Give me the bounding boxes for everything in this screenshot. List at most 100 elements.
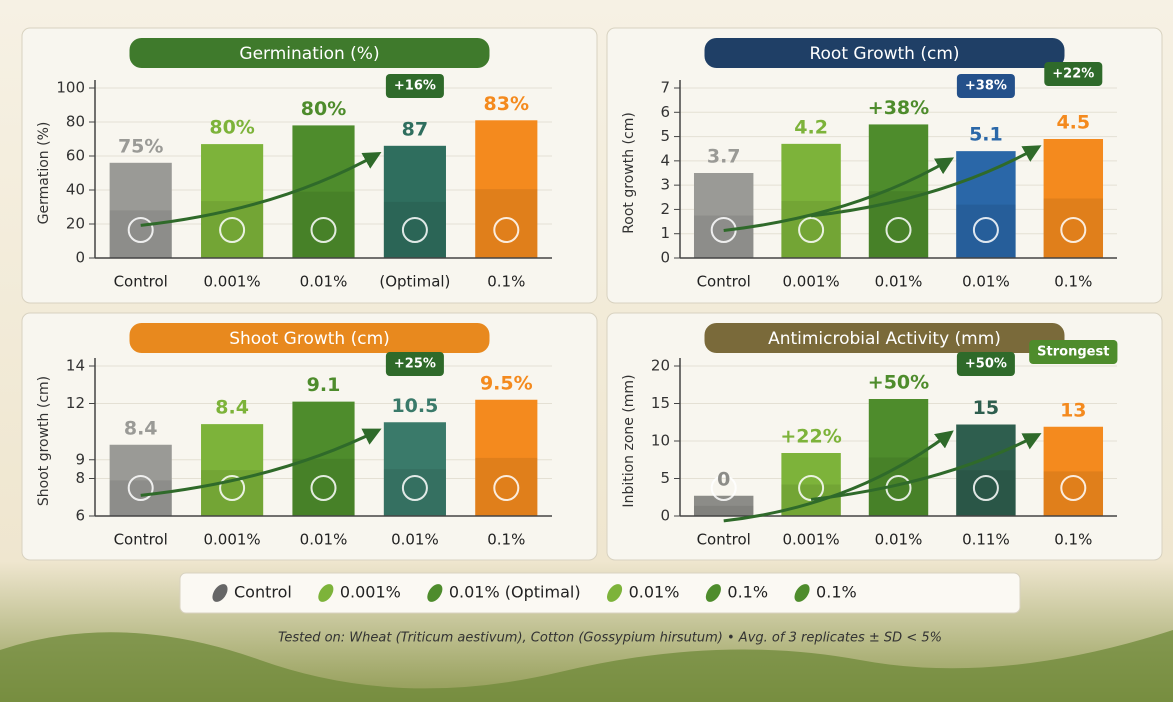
y-tick-label: 1	[660, 224, 670, 242]
bar-shade	[201, 470, 264, 516]
bar-icon	[972, 475, 999, 501]
badge	[1044, 62, 1103, 86]
legend-label: 0.1%	[727, 583, 768, 602]
title-pill	[129, 323, 490, 353]
bar	[292, 125, 355, 259]
x-tick-label: 0.1%	[1054, 273, 1092, 291]
x-tick-label: Control	[114, 273, 168, 291]
y-tick-label: 0	[660, 249, 670, 267]
legend-icon	[705, 584, 721, 602]
bar	[475, 399, 538, 516]
bar-annotation: 10.5	[391, 395, 438, 417]
bar	[693, 173, 754, 258]
badge-text: +38%	[965, 79, 1007, 94]
y-tick-label: 0	[75, 249, 85, 267]
bar-icon	[219, 475, 246, 501]
legend-icon	[318, 584, 334, 602]
x-tick-label: Control	[697, 273, 751, 291]
bar-shade	[109, 480, 172, 516]
y-axis-label: Germation (%)	[36, 122, 52, 225]
bar-shade	[1043, 471, 1104, 516]
bar-annotation: 87	[402, 118, 428, 140]
chart-title: Root Growth (cm)	[809, 44, 959, 64]
bar-annotation: +50%	[868, 372, 929, 394]
bar-annotation: 13	[1060, 399, 1086, 421]
x-tick-label: 0.01%	[875, 273, 923, 291]
x-tick-label: 0.01%	[391, 531, 439, 549]
bar-annotation: 15	[973, 397, 999, 419]
y-tick-label: 3	[660, 176, 670, 194]
title-pill	[129, 38, 490, 68]
bar-shade	[292, 458, 355, 516]
y-tick-label: 0	[660, 507, 670, 525]
bar-annotation: 4.2	[794, 116, 828, 138]
bar-icon	[798, 475, 825, 501]
legend-label: 0.01% (Optimal)	[449, 583, 581, 602]
bar-shade	[693, 505, 754, 516]
y-tick-label: 6	[660, 103, 670, 121]
legend-icon	[427, 584, 443, 602]
bar-icon	[401, 217, 428, 243]
bar-icon	[798, 217, 825, 243]
x-tick-label: 0.11%	[962, 531, 1010, 549]
bar-shade	[292, 191, 355, 258]
bar-annotation: 9.1	[307, 374, 341, 396]
chart-panel: Germination (%) Germation (%) 0 20 40 60 80 100…	[21, 27, 598, 304]
x-tick-label: 0.001%	[203, 273, 260, 291]
bar-icon	[1060, 217, 1087, 243]
x-tick-label: 0.1%	[487, 531, 525, 549]
bar-shade	[1043, 198, 1104, 258]
bar	[201, 144, 264, 258]
x-tick-label: 0.01%	[300, 273, 348, 291]
bar	[1043, 426, 1104, 516]
bar	[383, 145, 446, 258]
y-tick-label: 12	[66, 394, 85, 412]
y-tick-label: 80	[66, 113, 85, 131]
x-tick-label: 0.01%	[875, 531, 923, 549]
bar-icon	[972, 217, 999, 243]
bar-annotation: 4.5	[1056, 112, 1090, 134]
x-tick-label: (Optimal)	[379, 273, 450, 291]
y-tick-label: 40	[66, 181, 85, 199]
x-tick-label: 0.01%	[962, 273, 1010, 291]
bar-icon	[127, 475, 154, 501]
bar-icon	[710, 475, 737, 501]
bar-annotation: 5.1	[969, 124, 1003, 146]
bar-annotation: 80%	[209, 117, 254, 139]
bar-icon	[401, 475, 428, 501]
trend-arrow	[140, 152, 382, 227]
title-pill	[704, 323, 1065, 353]
badge	[956, 74, 1015, 98]
y-tick-label: 20	[66, 215, 85, 233]
bar-annotation: 83%	[484, 93, 529, 115]
badge-text: +16%	[394, 79, 436, 94]
bar	[475, 120, 538, 258]
footnote: Tested on: Wheat (Triticum aestivum), Co…	[278, 631, 942, 646]
y-tick-label: 14	[66, 357, 85, 375]
chart-title: Germination (%)	[239, 44, 379, 64]
bar	[109, 444, 172, 516]
trend-arrow	[723, 157, 955, 232]
bar	[868, 124, 929, 258]
legend-label: 0.001%	[340, 583, 401, 602]
y-tick-label: 8	[75, 469, 85, 487]
badge-text: +50%	[965, 357, 1007, 372]
x-tick-label: 0.1%	[1054, 531, 1092, 549]
bar	[956, 151, 1016, 258]
bar-shade	[383, 201, 446, 258]
bar-icon	[310, 217, 337, 243]
bar	[868, 399, 929, 516]
trend-arrow	[140, 428, 382, 497]
bar-icon	[1060, 475, 1087, 501]
legend-label: 0.01%	[629, 583, 680, 602]
legend-label: Control	[234, 583, 292, 602]
y-tick-label: 15	[651, 394, 670, 412]
x-tick-label: 0.001%	[203, 531, 260, 549]
x-tick-label: 0.001%	[782, 273, 839, 291]
badge-text: +22%	[1052, 67, 1094, 82]
bar	[292, 401, 355, 516]
trend-arrow	[810, 433, 1042, 501]
y-tick-label: 2	[660, 200, 670, 218]
bar-shade	[868, 191, 929, 258]
